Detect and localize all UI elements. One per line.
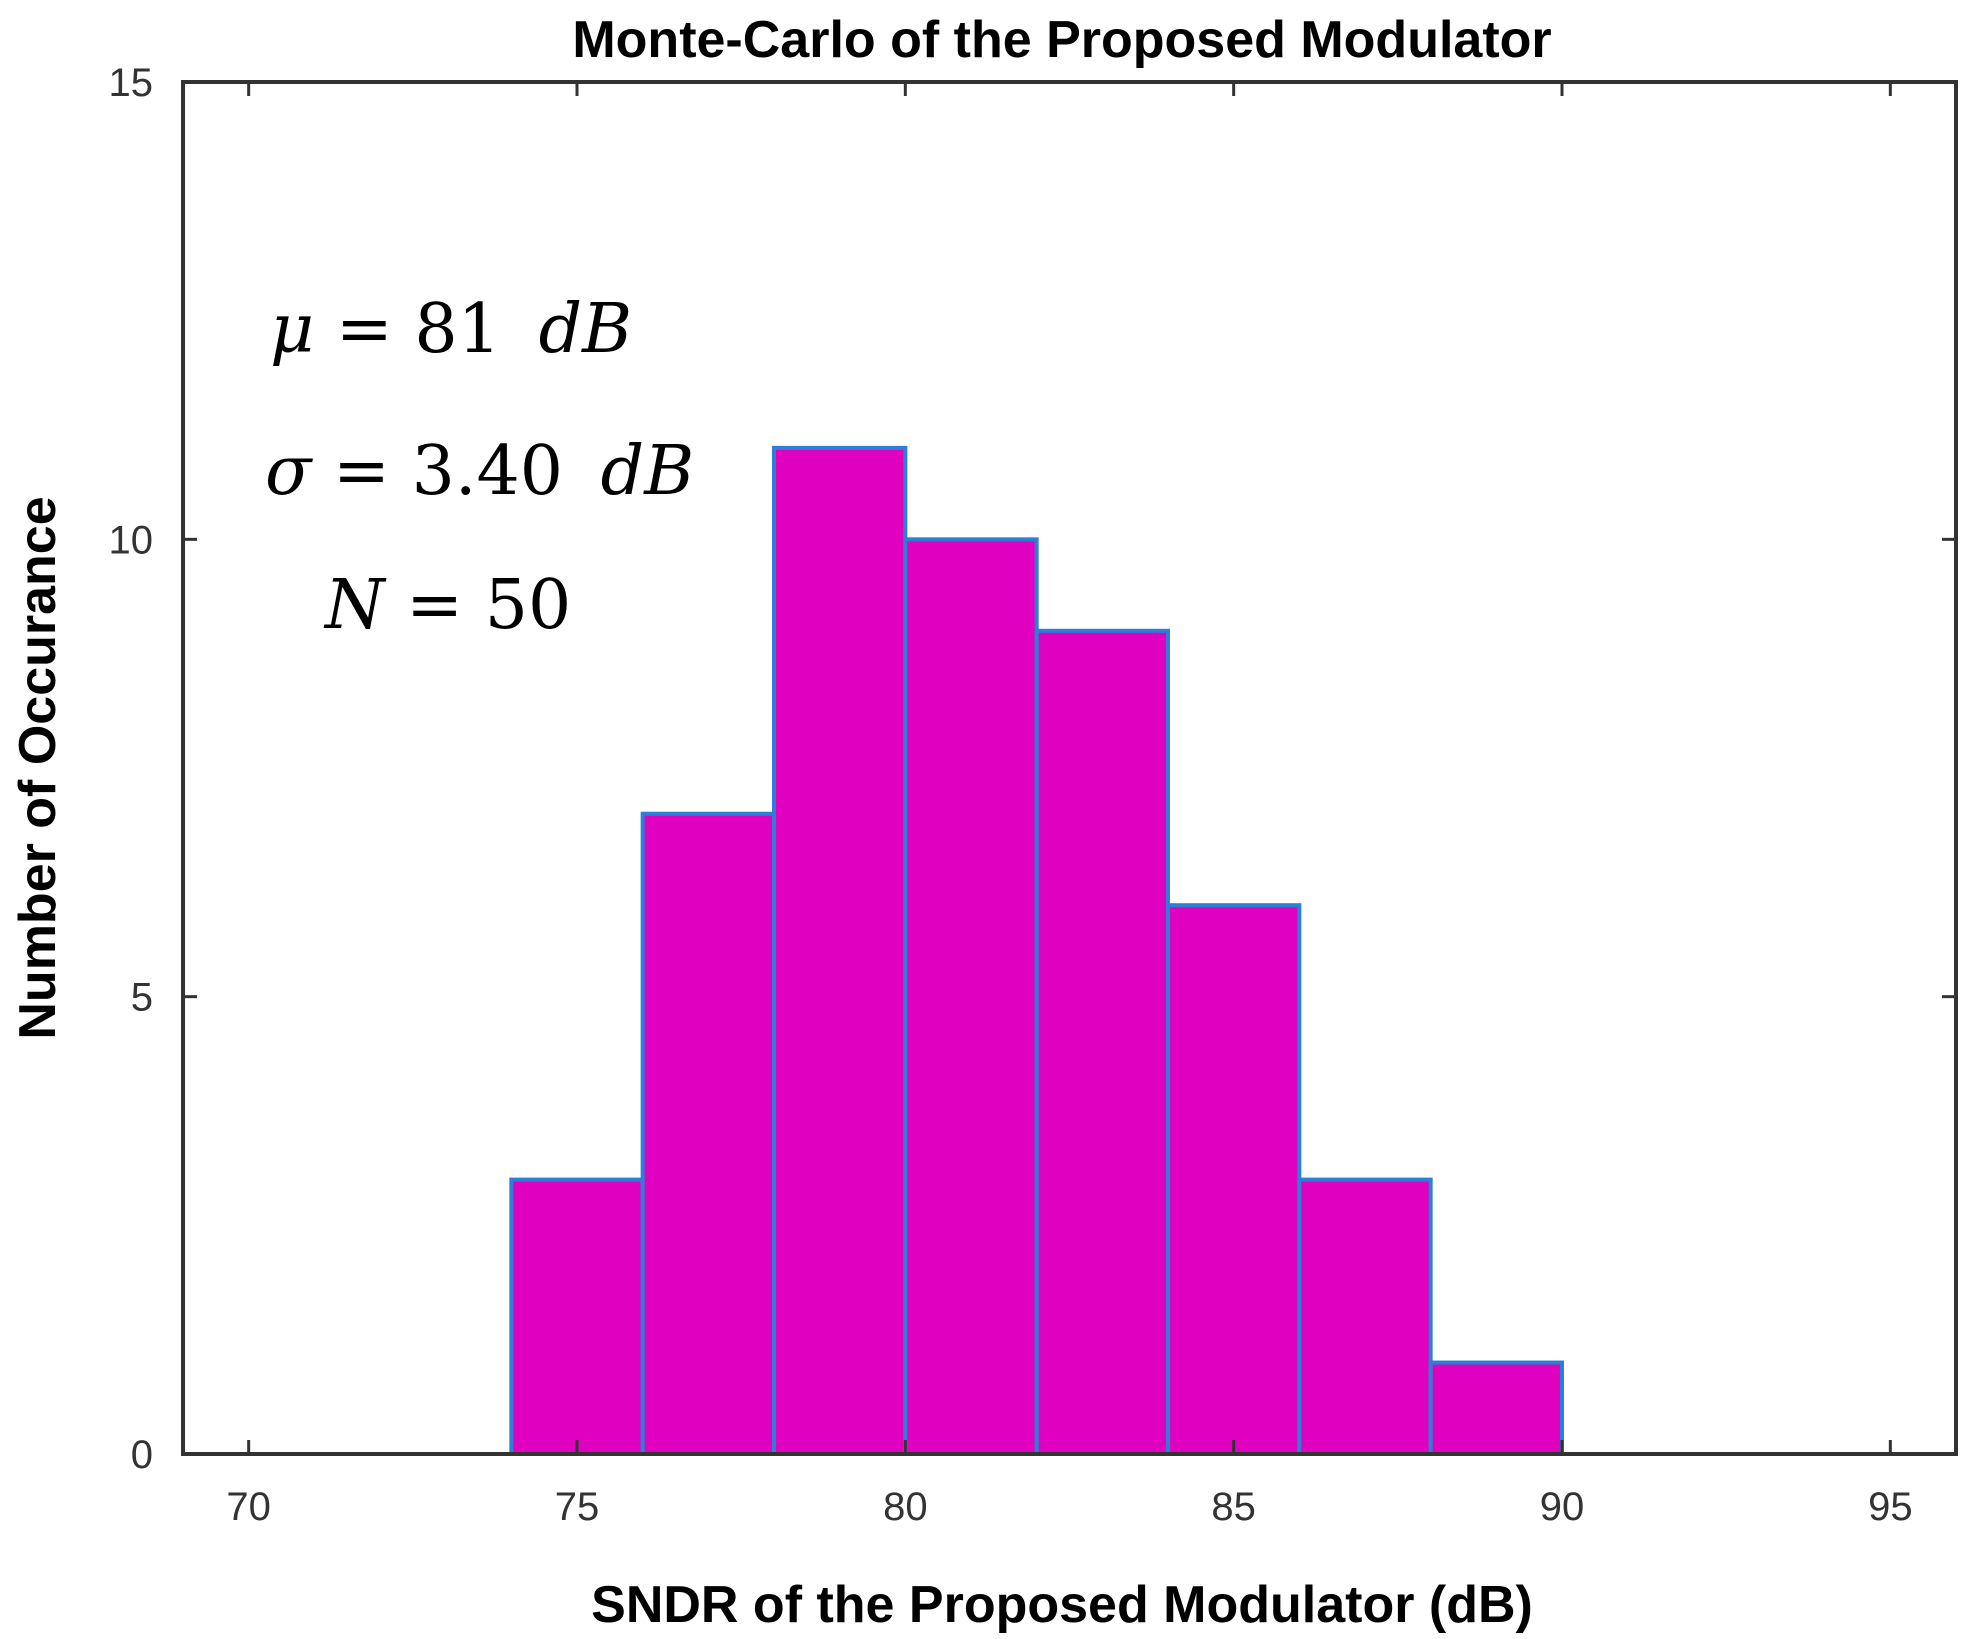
mean-equals: = bbox=[336, 290, 415, 369]
mean-unit: dB bbox=[539, 290, 633, 369]
x-tick-label-2: 80 bbox=[883, 1485, 928, 1529]
x-tick-label-4: 90 bbox=[1540, 1485, 1585, 1529]
y-tick-label-3: 15 bbox=[109, 61, 154, 105]
count-value: 50 bbox=[485, 566, 572, 645]
sigma-symbol: σ bbox=[265, 432, 313, 511]
x-tick-label-0: 70 bbox=[226, 1485, 271, 1529]
sigma-unit: dB bbox=[601, 432, 695, 511]
histogram-bar-3 bbox=[903, 537, 1039, 1456]
y-tick-label-0: 0 bbox=[131, 1433, 153, 1477]
histogram-bar-0 bbox=[509, 1177, 645, 1456]
sigma-equals: = bbox=[333, 432, 412, 511]
sigma-annotation: σ = 3.40 dB bbox=[265, 432, 694, 511]
mean-value: 81 bbox=[414, 290, 501, 369]
histogram-bar-6 bbox=[1297, 1177, 1433, 1456]
histogram-bar-7 bbox=[1428, 1360, 1564, 1456]
x-tick-label-3: 85 bbox=[1211, 1485, 1256, 1529]
mean-annotation: μ = 81 dB bbox=[270, 290, 632, 369]
y-tick-label-2: 10 bbox=[109, 518, 154, 562]
y-tick-label-1: 5 bbox=[131, 976, 153, 1020]
y-axis-label: Number of Occurance bbox=[9, 496, 67, 1039]
count-equals: = bbox=[406, 566, 485, 645]
x-tick-label-5: 95 bbox=[1868, 1485, 1913, 1529]
chart-title: Monte-Carlo of the Proposed Modulator bbox=[572, 11, 1551, 69]
histogram-bar-4 bbox=[1034, 628, 1170, 1456]
x-axis-label: SNDR of the Proposed Modulator (dB) bbox=[591, 1576, 1533, 1634]
sigma-value: 3.40 bbox=[412, 432, 563, 511]
histogram-bar-1 bbox=[640, 811, 777, 1456]
plot-frame bbox=[181, 80, 1958, 1456]
ticks-group: 70 75 80 85 90 95 0 5 10 15 bbox=[109, 61, 1956, 1529]
histogram-bar-2 bbox=[772, 445, 908, 1457]
mean-symbol: μ bbox=[270, 290, 314, 369]
histogram-bar-5 bbox=[1166, 903, 1302, 1456]
bars-group bbox=[509, 445, 1564, 1457]
x-tick-label-1: 75 bbox=[555, 1485, 600, 1529]
count-annotation: N = 50 bbox=[323, 566, 571, 645]
count-symbol: N bbox=[323, 566, 387, 645]
